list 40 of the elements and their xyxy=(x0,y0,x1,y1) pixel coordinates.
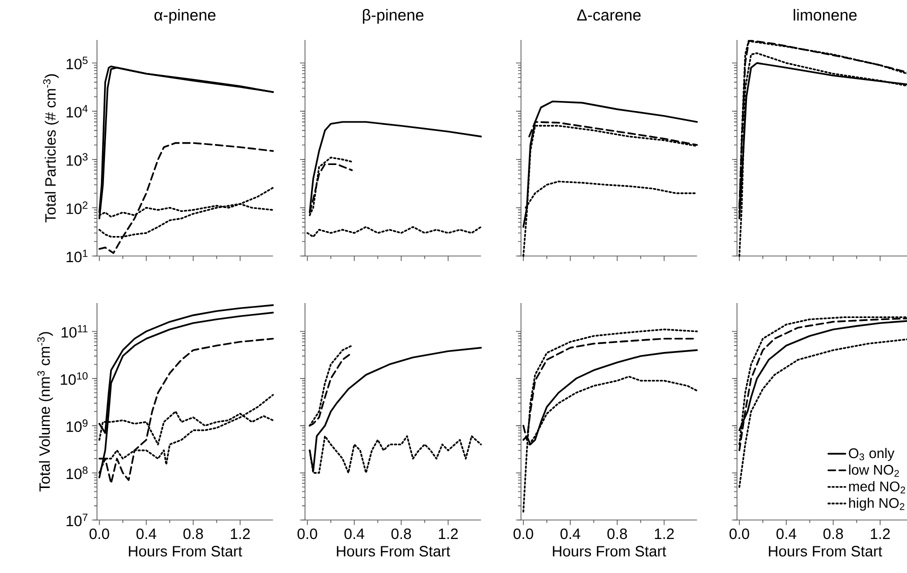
x-tick-label: 0.8 xyxy=(823,528,843,540)
x-tick-label: 0.8 xyxy=(183,528,203,540)
x-tick-label: 0.8 xyxy=(391,528,411,540)
chart-title: β-pinene xyxy=(362,8,424,24)
chart-title: limonene xyxy=(794,8,857,21)
legend-label: O$_{3}$ only xyxy=(848,448,894,461)
y-tick-label: 10$^{5}$ xyxy=(66,56,88,70)
x-tick-label: 1.2 xyxy=(230,528,250,539)
x-tick-label: 0.0 xyxy=(730,528,750,540)
x-tick-label: 0.0 xyxy=(90,528,110,540)
y-tick-label: 10$^{10}$ xyxy=(60,372,88,385)
legend-label: med NO$_{2}$ xyxy=(849,481,906,494)
x-tick-label: 1.2 xyxy=(438,528,458,539)
x-tick-label: 0.0 xyxy=(514,528,534,540)
x-axis-title: Hours From Start xyxy=(768,546,882,557)
legend-label: low NO$_{2}$ xyxy=(849,464,899,477)
y-tick-label: 10$^{4}$ xyxy=(66,104,88,118)
x-tick-label: 0.4 xyxy=(136,528,156,540)
x-tick-label: 0.8 xyxy=(607,528,627,540)
x-tick-label: 0.0 xyxy=(298,528,318,540)
x-tick-label: 0.4 xyxy=(560,528,580,540)
y-tick-label: 10$^{11}$ xyxy=(62,325,88,338)
y-tick-label: 10$^{1}$ xyxy=(66,250,88,262)
x-axis-title: Hours From Start xyxy=(336,546,450,557)
x-axis-title: Hours From Start xyxy=(552,546,666,557)
x-tick-label: 1.2 xyxy=(654,528,674,539)
y-tick-label: 10$^{3}$ xyxy=(66,153,88,166)
x-tick-label: 0.4 xyxy=(776,528,796,540)
y-axis-title: Total Particles (# cm$^{-3}$) xyxy=(43,74,59,222)
x-tick-label: 1.2 xyxy=(870,528,890,539)
x-axis-title: Hours From Start xyxy=(128,546,242,557)
y-tick-label: 10$^{7}$ xyxy=(66,514,88,526)
chart-title: Δ-carene xyxy=(577,10,641,21)
chart-title: α-pinene xyxy=(154,8,216,24)
y-tick-label: 10$^{9}$ xyxy=(66,419,88,432)
y-axis-title: Total Volume (nm$^{3}$ cm$^{-3}$) xyxy=(37,332,53,492)
y-tick-label: 10$^{2}$ xyxy=(66,201,88,214)
legend-label: high NO$_{2}$ xyxy=(849,498,904,511)
y-tick-label: 10$^{8}$ xyxy=(66,466,88,480)
x-tick-label: 0.4 xyxy=(344,528,364,540)
